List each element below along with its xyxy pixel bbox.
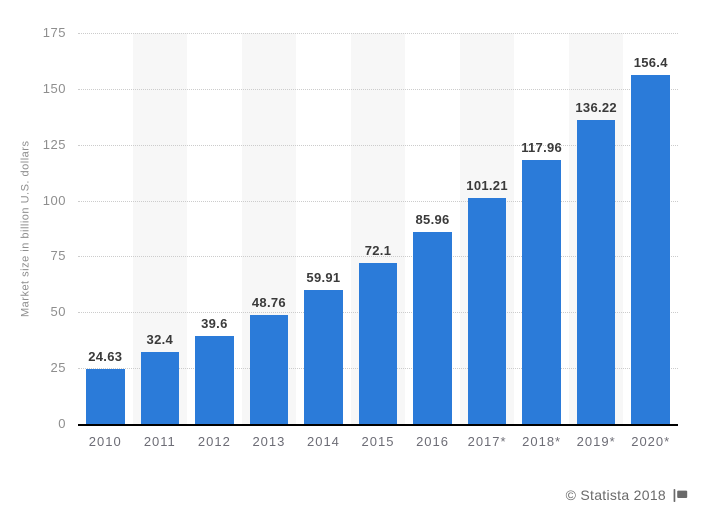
gridline bbox=[78, 200, 678, 202]
attribution[interactable]: © Statista 2018 bbox=[566, 487, 688, 503]
flag-icon bbox=[673, 488, 688, 502]
bar[interactable] bbox=[413, 231, 452, 424]
bar-value-label: 32.4 bbox=[146, 331, 174, 347]
bar[interactable] bbox=[249, 315, 289, 424]
gridline bbox=[78, 33, 678, 34]
bar-value-label: 72.1 bbox=[364, 242, 392, 258]
y-tick-label: 150 bbox=[42, 80, 66, 96]
bar-value-label: 59.91 bbox=[306, 270, 341, 286]
bar-value-label: 39.6 bbox=[201, 315, 228, 331]
gridline bbox=[78, 144, 678, 146]
x-tick-label: 2018* bbox=[522, 434, 562, 449]
bar-value-label: 24.63 bbox=[88, 348, 123, 364]
bar[interactable] bbox=[140, 351, 180, 424]
x-tick-label: 2011 bbox=[143, 434, 176, 449]
y-tick-label: 0 bbox=[58, 416, 66, 431]
bar-value-label: 136.22 bbox=[575, 99, 617, 115]
x-tick-label: 2019* bbox=[576, 434, 616, 449]
bar[interactable] bbox=[358, 262, 398, 424]
gridline bbox=[78, 88, 678, 90]
bar-value-label: 117.96 bbox=[521, 140, 563, 156]
x-tick-label: 2015 bbox=[361, 434, 395, 449]
bar[interactable] bbox=[631, 74, 670, 424]
x-tick-label: 2013 bbox=[252, 434, 286, 449]
plot-area: 24.63 32.4 39.6 48.76 59.91 72.1 85.96 101.21 11… bbox=[78, 33, 678, 426]
bar[interactable] bbox=[522, 160, 561, 424]
x-tick-label: 2010 bbox=[88, 434, 122, 449]
bar[interactable] bbox=[195, 335, 234, 424]
bar[interactable] bbox=[576, 119, 616, 424]
x-tick-label: 2017* bbox=[467, 434, 507, 449]
attribution-text[interactable]: © Statista 2018 bbox=[565, 487, 666, 503]
bar-value-label: 85.96 bbox=[415, 211, 450, 227]
x-tick-label: 2012 bbox=[197, 434, 231, 449]
bar[interactable] bbox=[86, 368, 125, 424]
bar[interactable] bbox=[304, 290, 343, 424]
bar-value-label: 156.4 bbox=[633, 54, 668, 70]
y-tick-label: 175 bbox=[42, 25, 66, 40]
bar-value-label: 48.76 bbox=[251, 295, 286, 311]
y-tick-label: 50 bbox=[50, 304, 66, 320]
x-tick-label: 2014 bbox=[306, 434, 340, 449]
y-tick-label: 75 bbox=[50, 248, 66, 264]
y-tick-label: 25 bbox=[50, 360, 66, 376]
x-tick-label: 2016 bbox=[416, 434, 449, 449]
bar-value-label: 101.21 bbox=[466, 177, 508, 193]
y-tick-label: 125 bbox=[42, 136, 66, 152]
gridline bbox=[78, 256, 678, 258]
bar[interactable] bbox=[467, 197, 507, 424]
x-tick-label: 2020* bbox=[631, 434, 671, 449]
y-tick-label: 100 bbox=[42, 192, 66, 208]
